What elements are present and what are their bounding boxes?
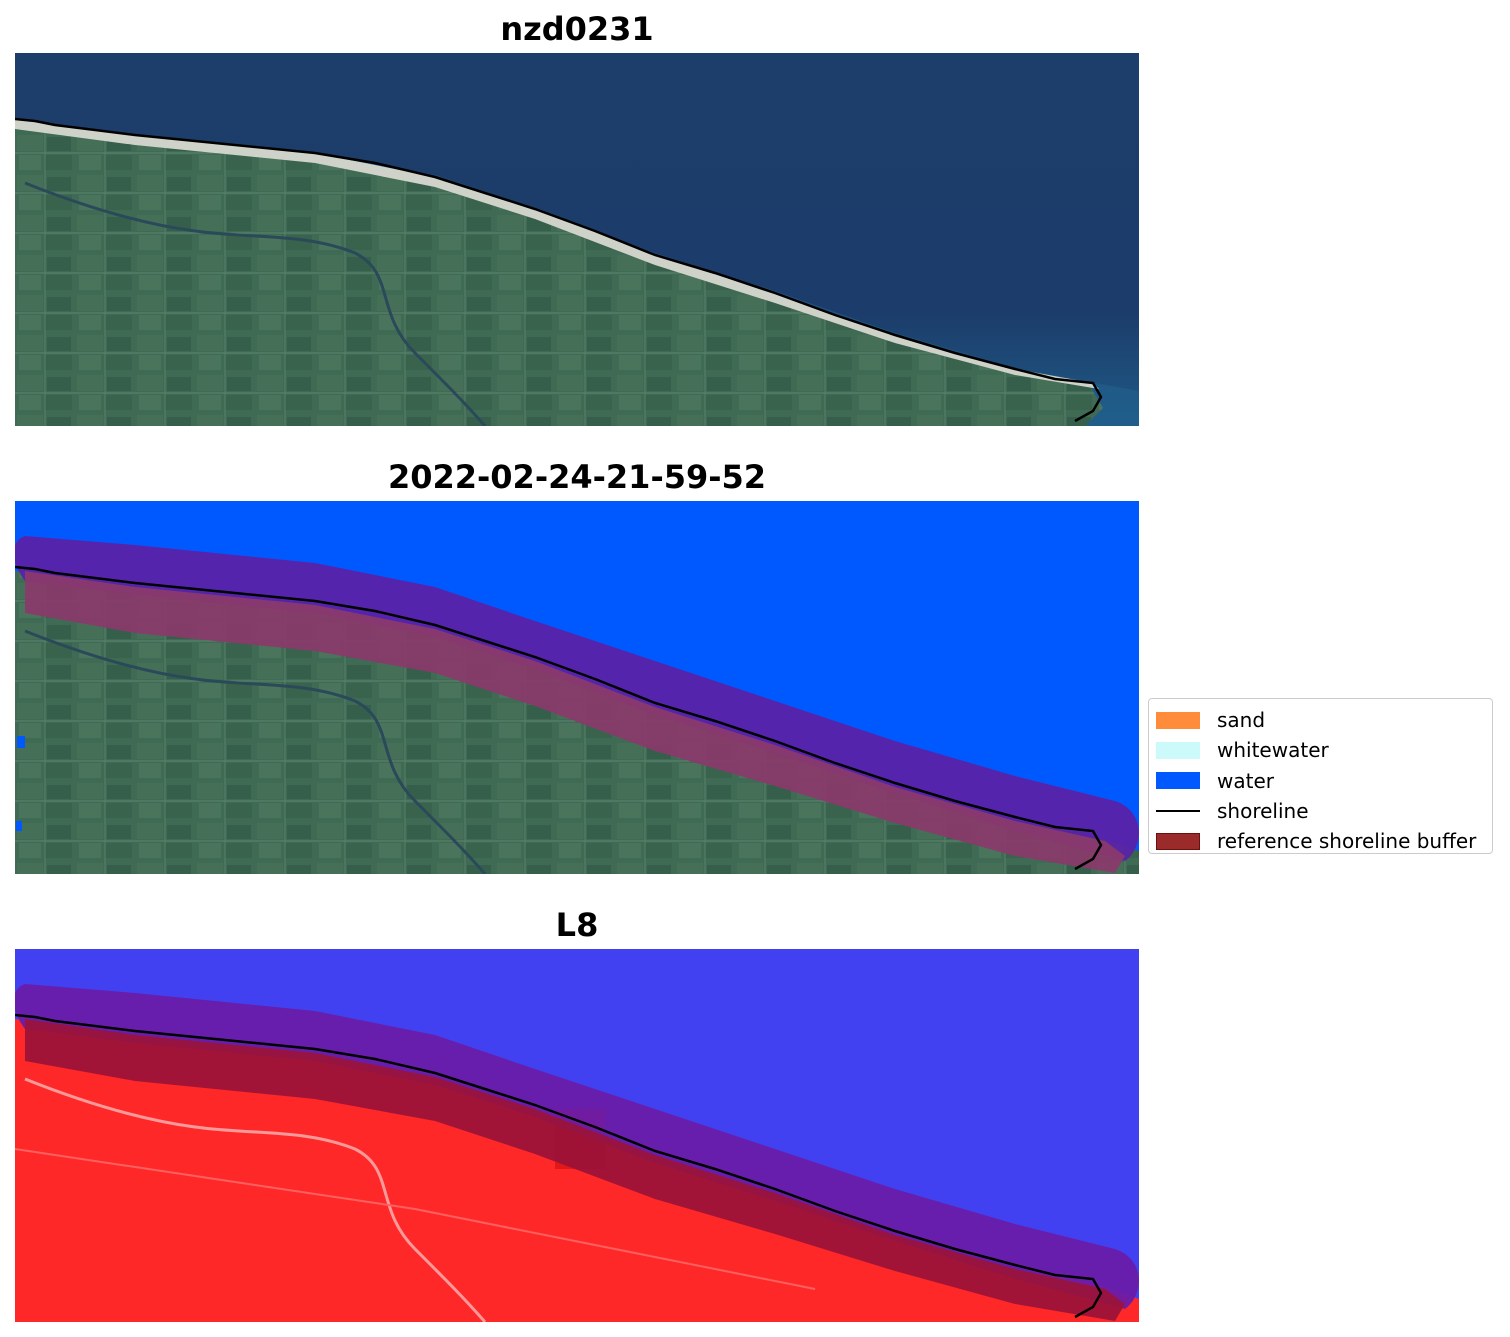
- rgb-satellite-image: [15, 53, 1139, 426]
- classified-image-panel: [15, 501, 1139, 874]
- panel-title-classified: 2022-02-24-21-59-52: [387, 458, 767, 496]
- legend-swatch-sand: [1156, 711, 1200, 729]
- index-image-panel: [15, 949, 1139, 1322]
- legend-item-water: water: [1149, 766, 1492, 796]
- legend-item-shoreline: shoreline: [1149, 796, 1492, 826]
- legend: sand whitewater water shoreline referenc…: [1148, 698, 1493, 854]
- legend-label-water: water: [1217, 768, 1274, 793]
- legend-swatch-water: [1156, 772, 1200, 790]
- index-image: [15, 949, 1139, 1322]
- legend-label-sand: sand: [1217, 708, 1266, 733]
- classified-image: [15, 501, 1139, 874]
- legend-item-sand: sand: [1149, 705, 1492, 735]
- legend-label-reference-buffer: reference shoreline buffer: [1217, 829, 1477, 854]
- panel-title-index: L8: [555, 906, 599, 944]
- rgb-image-panel: [15, 53, 1139, 426]
- reference-buffer-land: [25, 571, 1125, 873]
- panel-title-rgb: nzd0231: [500, 10, 654, 48]
- reference-buffer-land: [25, 1019, 1125, 1321]
- shoreline-line: [15, 1013, 1103, 1319]
- legend-swatch-whitewater: [1156, 741, 1200, 759]
- legend-swatch-shoreline: [1156, 809, 1200, 813]
- shoreline-line: [15, 117, 1103, 423]
- shoreline-line: [15, 565, 1103, 871]
- legend-item-whitewater: whitewater: [1149, 735, 1492, 765]
- legend-swatch-reference-buffer: [1156, 832, 1200, 850]
- legend-label-whitewater: whitewater: [1217, 738, 1329, 763]
- legend-item-reference-buffer: reference shoreline buffer: [1149, 826, 1492, 856]
- legend-label-shoreline: shoreline: [1217, 799, 1309, 824]
